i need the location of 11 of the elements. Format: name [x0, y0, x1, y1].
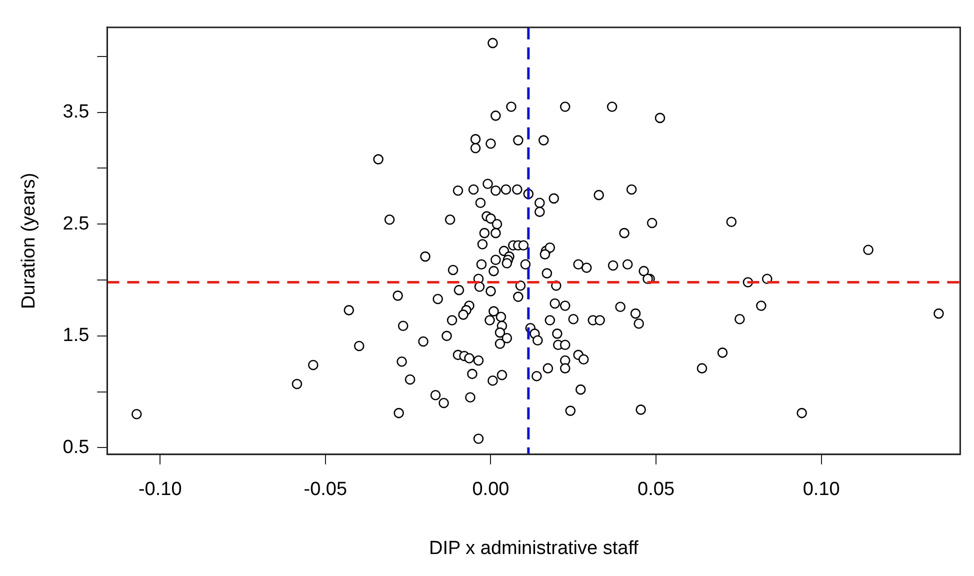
y-tick-label: 3.5: [62, 102, 90, 123]
x-tick-label: 0.10: [802, 479, 840, 500]
x-tick-label: 0.05: [638, 479, 675, 500]
y-tick-label: 0.5: [62, 436, 90, 458]
x-tick-label: 0.00: [472, 479, 510, 500]
y-tick-label: 2.5: [62, 213, 90, 234]
y-tick-label: 1.5: [62, 325, 90, 346]
x-tick-label: -0.10: [138, 479, 182, 500]
x-tick-label: -0.05: [304, 479, 348, 500]
x-axis-title: DIP x administrative staff: [428, 538, 640, 559]
y-axis-title: Duration (years): [18, 172, 40, 310]
